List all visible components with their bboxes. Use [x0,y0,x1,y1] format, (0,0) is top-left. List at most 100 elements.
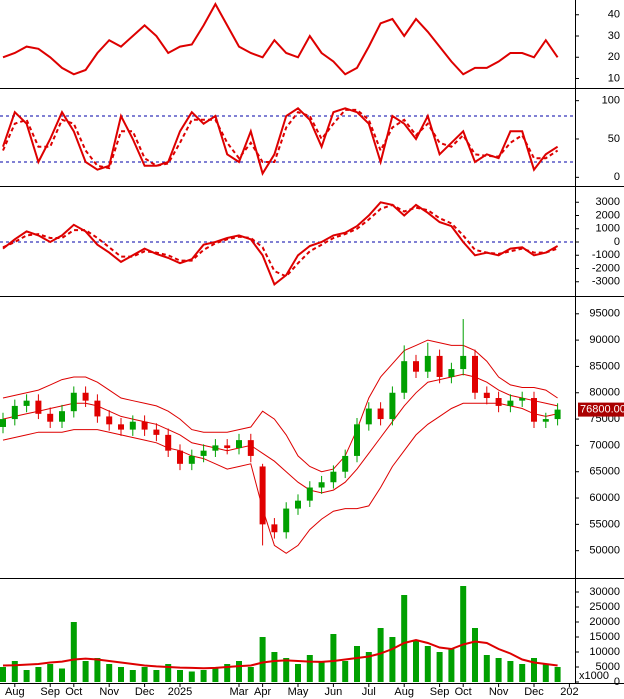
volume-bar [200,670,207,682]
candle-body [377,408,384,420]
candle-body [94,400,101,417]
volume-bar [165,664,172,682]
candle-body [542,419,549,422]
x-tick-label: Jul [362,686,376,698]
candle-body [401,361,408,393]
y-tick-label: 50000 [589,545,620,557]
candle-body [236,440,242,449]
y-tick-label: 2000 [596,209,620,221]
x-tick-label: Nov [99,686,119,698]
x-tick-label: Nov [489,686,509,698]
y-tick-label: 0 [614,676,620,688]
y-tick-label: 10000 [589,646,620,658]
candle-body [342,455,349,472]
line [2,2,559,76]
line [2,108,559,170]
candle-body [354,424,360,456]
volume-bar [377,628,384,682]
candle-body [59,411,65,422]
volume-bar [318,661,325,682]
volume-bar [94,658,101,682]
candle-body [129,421,136,430]
volume-bar [436,652,443,682]
y-tick-label: 25000 [589,601,620,613]
volume-bar [413,640,419,682]
volume-bar [542,664,549,682]
volume-bar [554,667,561,682]
y-tick-label: 1000 [596,223,620,235]
candle-body [554,409,561,420]
x-tick-label: Mar [230,686,249,698]
y-tick-label: 100 [602,95,620,107]
candle-body [424,355,431,372]
volume-bar [389,637,396,682]
candle-body [70,392,77,412]
last-price-label: 76800.00 [580,404,624,416]
x-tick-label: Oct [455,686,472,698]
candle-body [224,445,231,449]
volume-bar [188,671,195,682]
volume-bar [483,655,490,682]
volume-bar [23,670,30,682]
candle-body [153,429,160,435]
y-tick-label: 20000 [589,616,620,628]
candle-body [389,392,396,420]
volume-bar [342,661,349,682]
volume-bar [401,595,408,682]
x-tick-label: Oct [65,686,82,698]
x-tick-label: Aug [394,686,414,698]
candle-body [141,421,148,430]
candle-body [200,450,207,456]
last-price-box [578,402,624,417]
volume-bar [472,628,478,682]
x-tick-label: Sep [430,686,450,698]
y-tick-label: 15000 [589,631,620,643]
candle-body [483,392,490,399]
candle-body [247,440,254,456]
line [2,638,558,670]
volume-bar [507,661,514,682]
y-tick-label: 95000 [589,308,620,320]
volume-bar [11,661,18,682]
candle-body [448,369,455,377]
x-tick-label: 202 [560,686,578,698]
y-tick-label: 30 [608,30,620,42]
volume-bar [283,658,290,682]
volume-bar [224,664,231,682]
candle-body [519,398,526,401]
y-tick-label: 20 [608,51,620,63]
candle-body [330,471,337,483]
volume-bar [70,622,77,682]
x-tick-label: Aug [5,686,25,698]
candle-body [318,482,325,488]
candle-body [460,355,467,370]
line [2,201,559,287]
y-tick-label: 40 [608,9,620,21]
x-tick-label: Dec [524,686,544,698]
volume-bar [177,670,183,682]
y-tick-label: 55000 [589,518,620,530]
y-tick-label: 70000 [589,439,620,451]
volume-bar [295,664,301,682]
candle-body [283,508,290,533]
volume-bar [153,670,160,682]
candle-body [365,408,372,425]
volume-bar [330,634,337,682]
volume-bar [0,667,6,682]
candle-body [23,400,30,406]
y-tick-label: 65000 [589,466,620,478]
candle-body [0,419,6,427]
volume-bar [424,646,431,682]
x-tick-label: Apr [254,686,271,698]
volume-bar [59,668,65,682]
y-tick-label: 60000 [589,492,620,504]
x-tick-label: Sep [40,686,60,698]
volume-bar [354,646,360,682]
y-tick-label: 0 [614,236,620,248]
y-tick-label: -3000 [592,276,620,288]
candle-body [212,445,219,451]
volume-bar [495,658,502,682]
volume-bar [47,664,54,682]
y-tick-label: 5000 [596,661,620,673]
